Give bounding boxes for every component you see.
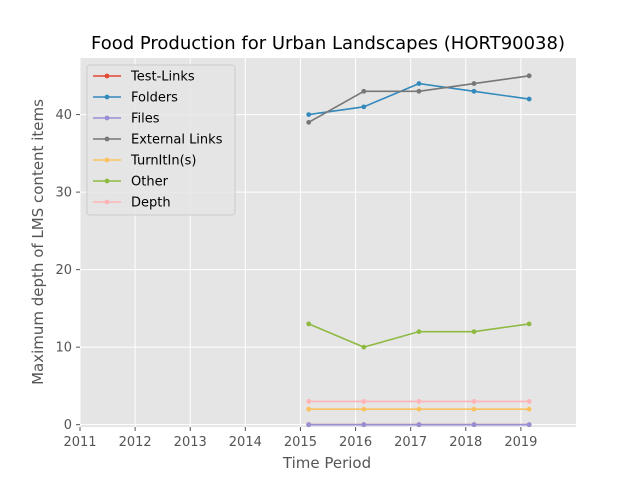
data-point	[361, 88, 367, 94]
series-folders	[306, 81, 532, 117]
data-point	[471, 329, 477, 335]
legend-label: Depth	[131, 196, 171, 211]
x-tick-label: 2016	[339, 435, 372, 450]
data-point	[526, 73, 532, 79]
data-point	[306, 112, 312, 117]
y-tick-label: 30	[55, 186, 72, 201]
data-point	[416, 329, 422, 335]
series-external-links	[306, 73, 532, 125]
y-tick-label: 0	[64, 418, 72, 433]
series-layer	[306, 73, 532, 428]
data-point	[526, 422, 532, 428]
x-axis-ticks: 2011 2012 2013 2014 2015 2016 2017 2018 2019	[63, 427, 537, 450]
legend-swatch-marker	[104, 94, 110, 100]
data-point	[306, 422, 312, 428]
x-tick-label: 2011	[63, 435, 96, 450]
x-tick-label: 2019	[504, 435, 537, 450]
data-point	[416, 81, 422, 86]
legend: Test-Links Folders Files External Links Turn…	[86, 64, 236, 216]
series-depth	[306, 399, 532, 404]
x-tick-label: 2013	[174, 435, 207, 450]
data-point	[471, 422, 477, 428]
x-tick-label: 2018	[449, 435, 482, 450]
legend-swatch-marker	[104, 178, 110, 184]
legend-label: Test-Links	[130, 70, 195, 85]
x-axis-title: Time Period	[282, 454, 371, 472]
legend-label: Folders	[131, 91, 178, 106]
chart-title: Food Production for Urban Landscapes (HO…	[91, 33, 565, 54]
series-files	[306, 422, 532, 428]
legend-swatch-marker	[104, 115, 110, 121]
data-point	[306, 406, 312, 412]
y-tick-label: 20	[55, 263, 72, 278]
x-tick-label: 2012	[119, 435, 152, 450]
data-point	[416, 422, 422, 428]
data-point	[526, 399, 532, 404]
data-point	[361, 406, 367, 412]
legend-label: Files	[131, 112, 160, 127]
data-point	[471, 81, 477, 86]
y-axis-ticks: 0 10 20 30 40	[55, 108, 80, 433]
data-point	[306, 119, 312, 125]
x-tick-label: 2017	[394, 435, 427, 450]
y-axis-title: Maximum depth of LMS content items	[29, 99, 47, 385]
data-point	[361, 104, 367, 110]
data-point	[526, 321, 532, 327]
legend-swatch-marker	[104, 73, 110, 79]
data-point	[416, 406, 422, 412]
data-point	[471, 88, 477, 94]
legend-box	[86, 64, 236, 216]
x-tick-label: 2014	[229, 435, 262, 450]
legend-label: Other	[131, 175, 169, 190]
data-point	[361, 422, 367, 428]
series-turnitin-s	[306, 406, 532, 412]
y-tick-label: 10	[55, 341, 72, 356]
data-point	[306, 399, 312, 404]
legend-swatch-marker	[104, 199, 110, 205]
data-point	[526, 406, 532, 412]
legend-swatch-marker	[104, 157, 110, 163]
legend-swatch-marker	[104, 136, 110, 142]
data-point	[361, 399, 367, 404]
data-point	[471, 399, 477, 404]
data-point	[361, 344, 367, 350]
data-point	[526, 96, 532, 102]
data-point	[306, 321, 312, 327]
x-tick-label: 2015	[284, 435, 317, 450]
data-point	[471, 406, 477, 412]
legend-label: TurnItIn(s)	[130, 154, 196, 169]
data-point	[416, 399, 422, 404]
legend-label: External Links	[131, 133, 223, 148]
series-other	[306, 321, 532, 350]
data-point	[416, 88, 422, 94]
y-tick-label: 40	[55, 108, 72, 123]
